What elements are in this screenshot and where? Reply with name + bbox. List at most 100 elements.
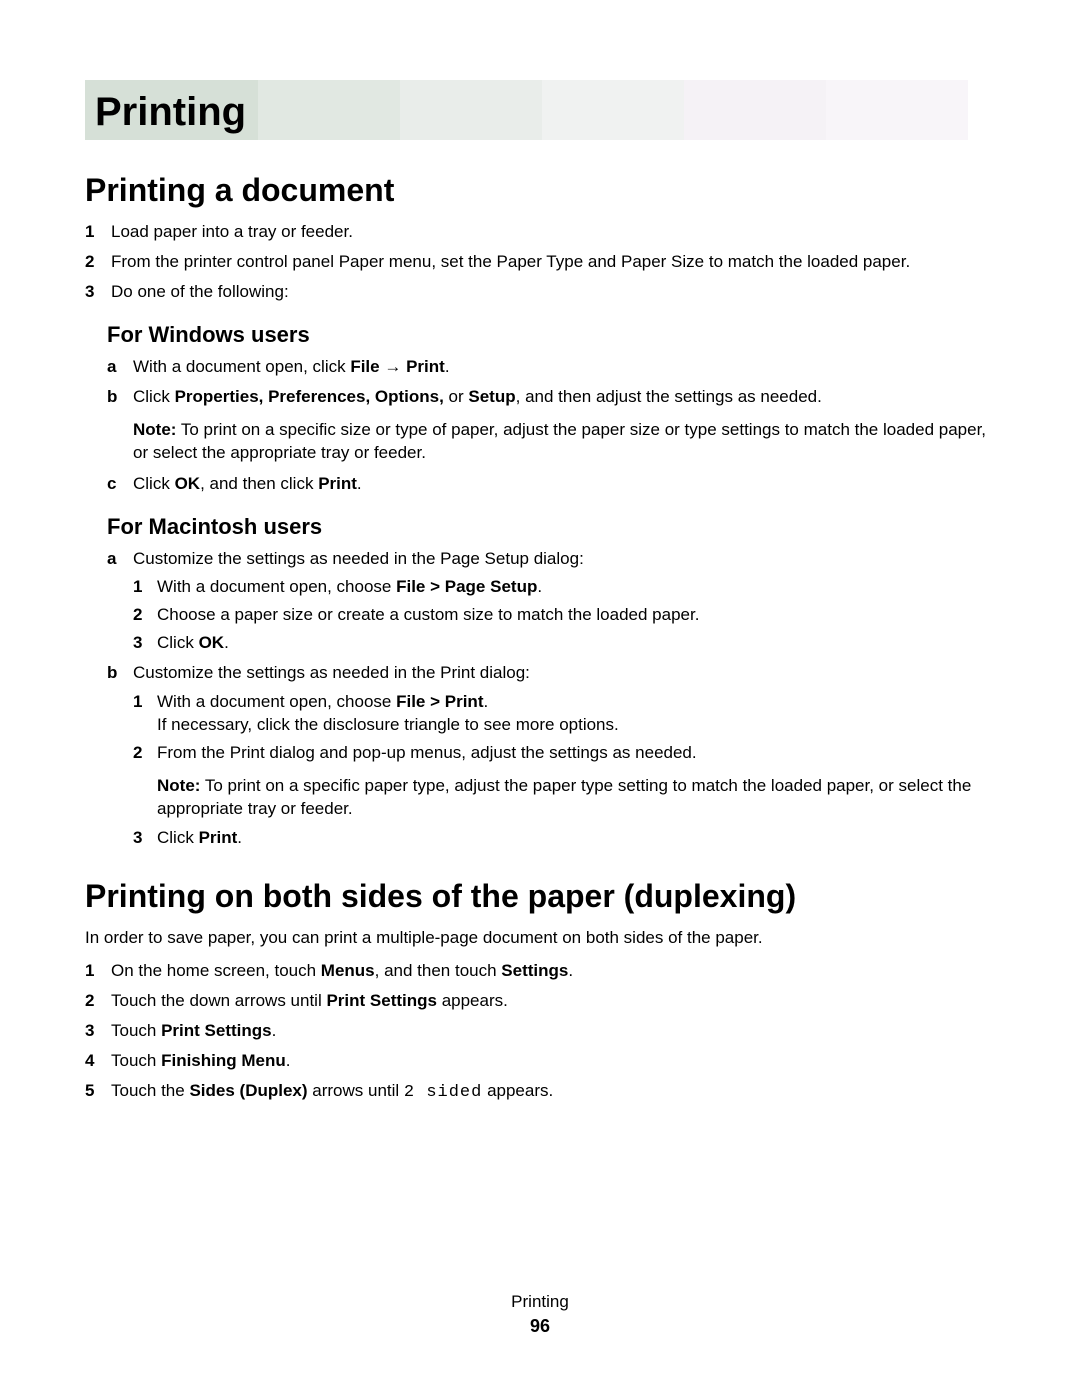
- win-note-text: To print on a specific size or type of p…: [133, 420, 986, 462]
- win-a-print: Print: [406, 357, 445, 376]
- dup2-pre: Touch the down arrows until: [111, 991, 326, 1010]
- win-b-mid: or: [444, 387, 469, 406]
- mac-a2: 2Choose a paper size or create a custom …: [133, 604, 995, 627]
- win-a: a With a document open, click File → Pri…: [107, 356, 995, 379]
- mac-b2-text: From the Print dialog and pop-up menus, …: [157, 743, 697, 762]
- mac-b-inner: 1 With a document open, choose File > Pr…: [133, 691, 995, 850]
- mac-b3-pre: Click: [157, 828, 199, 847]
- banner-seg-4: [684, 80, 826, 140]
- dup3-pre: Touch: [111, 1021, 161, 1040]
- win-b-bold: Properties, Preferences, Options,: [175, 387, 444, 406]
- mac-b3: 3Click Print.: [133, 827, 995, 850]
- win-note: Note: To print on a specific size or typ…: [133, 419, 995, 465]
- mac-a1-pre: With a document open, choose: [157, 577, 396, 596]
- mac-a3-pre: Click: [157, 633, 199, 652]
- banner-seg-1: [258, 80, 400, 140]
- dup1-mid: , and then touch: [375, 961, 502, 980]
- win-c-mid: , and then click: [200, 474, 318, 493]
- win-a-file: File: [350, 357, 379, 376]
- win-a-pre: With a document open, click: [133, 357, 350, 376]
- win-b-pre: Click: [133, 387, 175, 406]
- win-a-arrow: →: [380, 357, 406, 376]
- duplex-steps: 1 On the home screen, touch Menus, and t…: [85, 960, 995, 1105]
- mac-b3-print: Print: [199, 828, 238, 847]
- step-1-text: Load paper into a tray or feeder.: [111, 222, 353, 241]
- mac-a3-end: .: [224, 633, 229, 652]
- mac-note-label: Note:: [157, 776, 200, 795]
- mac-a-text: Customize the settings as needed in the …: [133, 549, 584, 568]
- win-c-ok: OK: [175, 474, 201, 493]
- step-2-text: From the printer control panel Paper men…: [111, 252, 910, 271]
- footer-title: Printing: [0, 1292, 1080, 1312]
- duplex-intro: In order to save paper, you can print a …: [85, 927, 995, 950]
- dup-1: 1 On the home screen, touch Menus, and t…: [85, 960, 995, 983]
- dup4-end: .: [286, 1051, 291, 1070]
- step-2: 2From the printer control panel Paper me…: [85, 251, 995, 274]
- dup5-bold: Sides (Duplex): [189, 1081, 307, 1100]
- mac-note-text: To print on a specific paper type, adjus…: [157, 776, 971, 818]
- mac-a-inner: 1With a document open, choose File > Pag…: [133, 576, 995, 655]
- heading-mac: For Macintosh users: [107, 514, 995, 540]
- dup-2: 2 Touch the down arrows until Print Sett…: [85, 990, 995, 1013]
- win-b-setup: Setup: [468, 387, 515, 406]
- dup3-end: .: [272, 1021, 277, 1040]
- mac-a1-end: .: [537, 577, 542, 596]
- win-c-end: .: [357, 474, 362, 493]
- dup1-pre: On the home screen, touch: [111, 961, 321, 980]
- heading-printing-a-document: Printing a document: [85, 172, 995, 209]
- mac-b-text: Customize the settings as needed in the …: [133, 663, 530, 682]
- dup5-end: appears.: [482, 1081, 553, 1100]
- mac-b1-line2: If necessary, click the disclosure trian…: [157, 715, 619, 734]
- win-c-print: Print: [318, 474, 357, 493]
- step-3-text: Do one of the following:: [111, 282, 289, 301]
- win-c-pre: Click: [133, 474, 175, 493]
- dup1-settings: Settings: [501, 961, 568, 980]
- windows-steps: a With a document open, click File → Pri…: [107, 356, 995, 496]
- mac-steps: a Customize the settings as needed in th…: [107, 548, 995, 850]
- mac-a: a Customize the settings as needed in th…: [107, 548, 995, 656]
- chapter-banner: Printing: [85, 80, 995, 140]
- mac-b1-pre: With a document open, choose: [157, 692, 396, 711]
- dup-4: 4 Touch Finishing Menu.: [85, 1050, 995, 1073]
- step-3: 3Do one of the following:: [85, 281, 995, 304]
- win-c: c Click OK, and then click Print.: [107, 473, 995, 496]
- dup3-bold: Print Settings: [161, 1021, 272, 1040]
- win-b-post: , and then adjust the settings as needed…: [516, 387, 822, 406]
- dup5-mono: 2 sided: [404, 1083, 482, 1102]
- mac-a1: 1With a document open, choose File > Pag…: [133, 576, 995, 599]
- page-footer: Printing 96: [0, 1292, 1080, 1337]
- dup4-bold: Finishing Menu: [161, 1051, 286, 1070]
- step-1: 1Load paper into a tray or feeder.: [85, 221, 995, 244]
- dup2-bold: Print Settings: [326, 991, 437, 1010]
- dup2-end: appears.: [437, 991, 508, 1010]
- banner-seg-3: [542, 80, 684, 140]
- win-b: b Click Properties, Preferences, Options…: [107, 386, 995, 465]
- chapter-title: Printing: [85, 80, 258, 140]
- mac-a3: 3Click OK.: [133, 632, 995, 655]
- heading-windows: For Windows users: [107, 322, 995, 348]
- footer-page-number: 96: [0, 1316, 1080, 1337]
- mac-b1-bold: File > Print: [396, 692, 483, 711]
- mac-note: Note: To print on a specific paper type,…: [157, 775, 995, 821]
- mac-b: b Customize the settings as needed in th…: [107, 662, 995, 850]
- mac-a1-bold: File > Page Setup: [396, 577, 537, 596]
- heading-duplex: Printing on both sides of the paper (dup…: [85, 878, 995, 915]
- dup-5: 5 Touch the Sides (Duplex) arrows until …: [85, 1080, 995, 1105]
- mac-b1-end: .: [483, 692, 488, 711]
- steps-top: 1Load paper into a tray or feeder. 2From…: [85, 221, 995, 304]
- dup5-mid: arrows until: [308, 1081, 404, 1100]
- mac-b1: 1 With a document open, choose File > Pr…: [133, 691, 995, 737]
- mac-b3-end: .: [237, 828, 242, 847]
- mac-a2-text: Choose a paper size or create a custom s…: [157, 605, 699, 624]
- dup5-pre: Touch the: [111, 1081, 189, 1100]
- win-a-end: .: [445, 357, 450, 376]
- dup4-pre: Touch: [111, 1051, 161, 1070]
- win-note-label: Note:: [133, 420, 176, 439]
- dup1-end: .: [568, 961, 573, 980]
- dup1-menus: Menus: [321, 961, 375, 980]
- banner-seg-5: [826, 80, 968, 140]
- mac-a3-ok: OK: [199, 633, 225, 652]
- dup-3: 3 Touch Print Settings.: [85, 1020, 995, 1043]
- banner-seg-2: [400, 80, 542, 140]
- mac-b2: 2From the Print dialog and pop-up menus,…: [133, 742, 995, 821]
